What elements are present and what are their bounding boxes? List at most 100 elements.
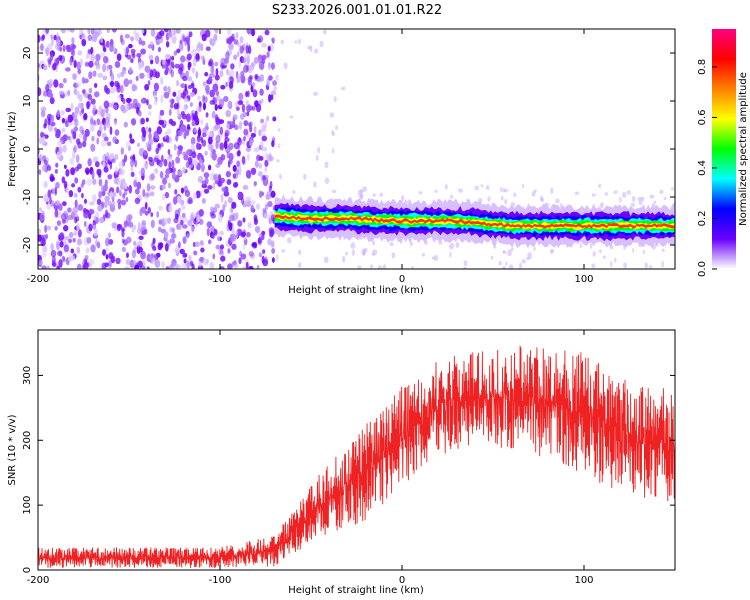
heatmap-cell xyxy=(589,242,593,250)
heatmap-cell xyxy=(631,195,636,203)
snr-x-label: Height of straight line (km) xyxy=(288,585,424,596)
heatmap-cell xyxy=(463,266,467,269)
heatmap-cell xyxy=(215,68,219,76)
spectrogram-y-tick-label: 10 xyxy=(22,95,33,108)
heatmap-cell xyxy=(480,184,484,188)
heatmap-cell xyxy=(113,177,119,185)
heatmap-cell xyxy=(165,65,169,74)
heatmap-cell xyxy=(219,126,224,135)
heatmap-cell xyxy=(96,29,102,36)
heatmap-cell xyxy=(117,198,122,205)
heatmap-cell xyxy=(619,196,622,203)
heatmap-cell xyxy=(103,201,108,209)
heatmap-cell xyxy=(75,81,81,88)
heatmap-cell xyxy=(128,43,133,49)
heatmap-cell xyxy=(250,132,257,138)
heatmap-cell xyxy=(60,213,67,221)
heatmap-cell xyxy=(172,262,179,269)
heatmap-cell xyxy=(226,151,230,159)
heatmap-cell xyxy=(271,37,275,43)
heatmap-cell xyxy=(102,55,109,64)
heatmap-cell xyxy=(200,119,204,125)
heatmap-cell xyxy=(644,262,648,269)
heatmap-cell xyxy=(256,264,260,269)
heatmap-cell xyxy=(254,160,259,168)
heatmap-cell xyxy=(87,93,93,101)
heatmap-cell xyxy=(363,247,368,252)
heatmap-cell xyxy=(243,200,248,205)
heatmap-cell xyxy=(153,94,157,100)
heatmap-cell xyxy=(80,182,84,188)
heatmap-cell xyxy=(257,171,263,177)
snr-x-ticks: -200 -100 0 100 xyxy=(27,330,594,586)
heatmap-cell xyxy=(79,110,82,117)
heatmap-cell xyxy=(278,128,281,133)
heatmap-cell xyxy=(88,258,95,266)
snr-y-tick-label: 200 xyxy=(22,431,33,450)
heatmap-cell xyxy=(110,201,116,207)
heatmap-cell xyxy=(149,191,155,197)
heatmap-cell xyxy=(73,88,78,96)
heatmap-cell xyxy=(58,146,63,155)
heatmap-cell xyxy=(177,89,182,95)
heatmap-cell xyxy=(91,222,97,230)
heatmap-cell xyxy=(106,151,110,160)
heatmap-cell xyxy=(39,207,42,212)
heatmap-cell xyxy=(170,167,176,173)
heatmap-cell xyxy=(86,236,92,244)
heatmap-cell xyxy=(174,188,178,195)
heatmap-cell xyxy=(502,187,506,193)
heatmap-cell xyxy=(88,87,93,94)
heatmap-cell xyxy=(257,236,262,244)
heatmap-cell xyxy=(205,46,211,52)
heatmap-cell xyxy=(55,241,60,251)
heatmap-cell xyxy=(105,254,109,260)
heatmap-cell xyxy=(276,254,279,261)
heatmap-cell xyxy=(211,234,215,239)
heatmap-cell xyxy=(245,169,252,179)
heatmap-cell xyxy=(181,205,186,210)
heatmap-cell xyxy=(104,237,110,247)
heatmap-cell xyxy=(181,212,186,218)
heatmap-cell xyxy=(154,71,161,79)
heatmap-cell xyxy=(230,63,235,70)
heatmap-cell xyxy=(173,144,177,151)
heatmap-cell xyxy=(154,168,159,174)
heatmap-cell xyxy=(324,177,330,185)
heatmap-cell xyxy=(163,91,170,99)
heatmap-cell xyxy=(111,222,117,229)
heatmap-cell xyxy=(128,79,133,85)
heatmap-cell xyxy=(96,137,100,145)
heatmap-cell xyxy=(85,169,90,176)
heatmap-cell xyxy=(228,81,234,89)
heatmap-cell xyxy=(112,29,117,33)
heatmap-cell xyxy=(73,126,79,132)
heatmap-cell xyxy=(220,84,226,90)
heatmap-cell xyxy=(241,103,246,113)
heatmap-cell xyxy=(70,248,75,254)
heatmap-cell xyxy=(72,73,77,81)
heatmap-cell xyxy=(193,158,198,167)
heatmap-cell xyxy=(555,198,560,204)
heatmap-cell xyxy=(170,69,174,78)
heatmap-cell xyxy=(95,53,101,62)
heatmap-cell xyxy=(101,155,106,164)
heatmap-cell xyxy=(246,111,250,117)
heatmap-cell xyxy=(249,139,254,147)
heatmap-cell xyxy=(533,189,537,193)
heatmap-cell xyxy=(116,223,121,232)
heatmap-cell xyxy=(40,106,47,112)
heatmap-cell xyxy=(490,255,494,260)
heatmap-cell xyxy=(146,183,151,192)
heatmap-cell xyxy=(49,196,52,205)
heatmap-cell xyxy=(630,202,636,208)
heatmap-cell xyxy=(63,224,69,232)
heatmap-cell xyxy=(179,199,185,206)
heatmap-cell xyxy=(147,104,152,110)
heatmap-cell xyxy=(147,207,152,214)
heatmap-cell xyxy=(205,122,209,131)
heatmap-cell xyxy=(149,255,153,261)
heatmap-cell xyxy=(172,91,177,97)
heatmap-cell xyxy=(208,130,214,138)
heatmap-cell xyxy=(510,246,514,252)
